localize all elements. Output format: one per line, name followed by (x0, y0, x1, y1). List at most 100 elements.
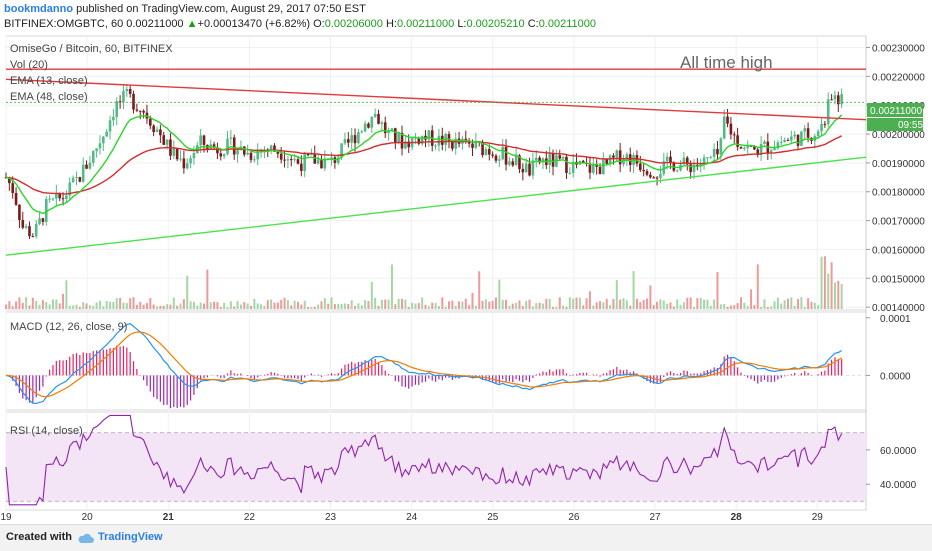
volume-bar (152, 304, 155, 309)
candle-body (404, 141, 407, 149)
candle-body (41, 218, 45, 222)
legend-ema48: EMA (48, close) (10, 91, 88, 103)
volume-bar (555, 306, 558, 309)
volume-bar (471, 292, 474, 309)
candle-body (306, 153, 310, 156)
volume-bar (572, 298, 575, 309)
macd-tick-label: 0.0001 (880, 314, 911, 325)
footer-bar: Created with TradingView (0, 524, 932, 551)
volume-bar (65, 280, 68, 309)
candle-body (628, 154, 632, 166)
candle-body (685, 157, 689, 165)
price-tick-label: 0.00190000 (872, 159, 925, 170)
volume-bar (347, 304, 350, 309)
candle-body (833, 95, 837, 100)
candle-body (498, 159, 501, 161)
volume-bar (223, 302, 226, 309)
candle-body (85, 164, 88, 169)
volume-bar (448, 301, 451, 309)
candle-body (407, 141, 411, 148)
legend-ema13: EMA (13, close) (10, 75, 88, 87)
candle-body (487, 149, 491, 155)
volume-bar (270, 299, 273, 309)
candle-body (732, 134, 736, 136)
volume-bar (196, 305, 199, 309)
candle-body (501, 146, 504, 160)
volume-bar (578, 297, 581, 309)
candle-body (216, 147, 219, 154)
time-tick-label: 28 (731, 512, 743, 523)
volume-bar (498, 279, 501, 309)
volume-bar (501, 299, 504, 309)
close-label: C: (527, 18, 539, 30)
volume-bar (619, 299, 622, 309)
volume-bar (689, 297, 692, 309)
candle-body (300, 163, 303, 171)
volume-bar (780, 303, 783, 309)
volume-bar (323, 298, 326, 309)
volume-bar (414, 303, 417, 309)
volume-bar (78, 306, 81, 309)
volume-bar (837, 280, 840, 309)
candle-body (417, 137, 421, 144)
volume-bar (72, 305, 75, 309)
volume-bar (253, 298, 256, 309)
candle-body (743, 147, 746, 149)
volume-bar (139, 301, 142, 309)
volume-bar (317, 304, 320, 309)
volume-layer (5, 256, 843, 309)
volume-bar (595, 302, 598, 309)
candle-body (514, 155, 518, 166)
candle-body (474, 141, 478, 148)
volume-bar (206, 269, 209, 309)
volume-bar (840, 284, 843, 309)
chart-canvas[interactable]: 0.002300000.002200000.002100000.00200000… (0, 0, 932, 524)
volume-bar (669, 302, 672, 309)
candle-body (571, 161, 575, 173)
volume-bar (105, 300, 108, 309)
candle-body (763, 141, 766, 145)
volume-bar (481, 300, 484, 309)
volume-bar (646, 298, 649, 309)
candle-body (179, 158, 182, 160)
candle-body (159, 129, 162, 136)
candle-body (800, 131, 803, 146)
candle-body (618, 150, 622, 165)
candle-body (24, 226, 28, 228)
candle-body (202, 135, 206, 145)
candle-body (256, 151, 260, 160)
volume-bar (652, 305, 655, 309)
volume-bar (407, 306, 410, 309)
volume-bar (726, 306, 729, 309)
high-value: 0.00211000 (396, 18, 455, 30)
volume-bar (216, 302, 219, 309)
volume-bar (437, 306, 440, 309)
candle-body (175, 148, 179, 160)
volume-bar (307, 306, 310, 309)
candle-body (783, 140, 786, 143)
candle-body (71, 177, 75, 183)
candle-body (665, 156, 669, 162)
resistance-trendline (5, 78, 867, 121)
volume-bar (246, 303, 249, 309)
candle-body (316, 159, 320, 164)
candle-body (820, 123, 823, 132)
volume-bar (226, 306, 229, 309)
open-label: O: (313, 18, 325, 30)
volume-bar (25, 297, 28, 309)
candle-body (276, 151, 280, 154)
candle-body (91, 151, 95, 163)
candle-body (504, 146, 508, 165)
volume-bar (588, 291, 591, 309)
volume-bar (293, 300, 296, 309)
tradingview-brand-link[interactable]: TradingView (98, 531, 163, 543)
candle-body (773, 148, 776, 151)
volume-bar (384, 299, 387, 309)
volume-bar (800, 297, 803, 309)
candle-body (447, 134, 451, 141)
author-link[interactable]: bookmdanno (4, 3, 74, 15)
volume-bar (823, 256, 826, 309)
volume-bar (736, 303, 739, 309)
candle-body (219, 153, 223, 157)
volume-bar (229, 301, 232, 309)
